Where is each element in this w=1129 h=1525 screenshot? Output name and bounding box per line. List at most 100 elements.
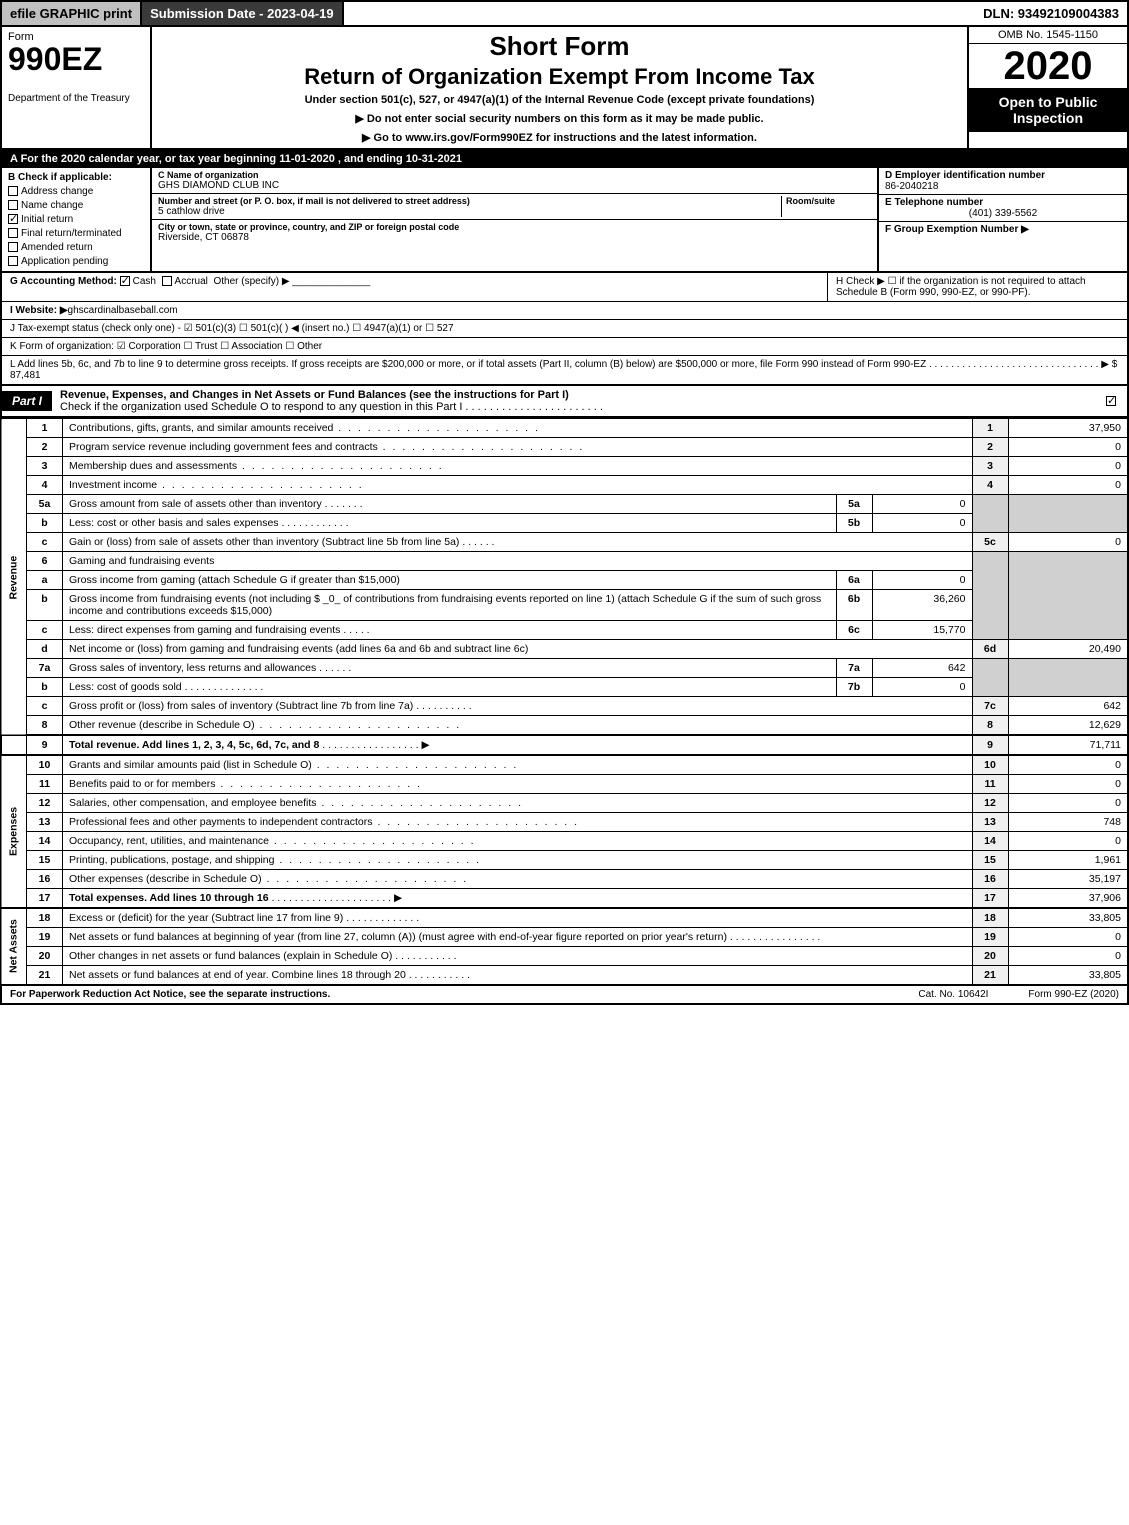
line-14-text: Occupancy, rent, utilities, and maintena… (63, 832, 973, 851)
f-group-label: F Group Exemption Number ▶ (885, 224, 1121, 235)
cb-name-change[interactable]: Name change (8, 200, 144, 211)
line-7a-sl: 7a (836, 659, 872, 678)
omb-number: OMB No. 1545-1150 (969, 27, 1127, 44)
line-5ab-shade-val (1008, 495, 1128, 533)
form-title-block: Short Form Return of Organization Exempt… (152, 27, 967, 148)
accrual-label: Accrual (175, 276, 208, 287)
cb-initial-return[interactable]: Initial return (8, 214, 144, 225)
i-label: I Website: ▶ (10, 305, 68, 316)
line-4-rn: 4 (972, 476, 1008, 495)
cb-amended-return[interactable]: Amended return (8, 242, 144, 253)
cb-application-pending[interactable]: Application pending (8, 256, 144, 267)
line-7b-sl: 7b (836, 678, 872, 697)
org-info-block: C Name of organization GHS DIAMOND CLUB … (152, 168, 877, 271)
g-label: G Accounting Method: (10, 276, 117, 287)
dept-label: Department of the Treasury (8, 93, 144, 104)
line-5b-num: b (27, 514, 63, 533)
org-address: 5 cathlow drive (158, 206, 781, 217)
line-14-rn: 14 (972, 832, 1008, 851)
cb-address-change[interactable]: Address change (8, 186, 144, 197)
efile-print-button[interactable]: efile GRAPHIC print (2, 2, 142, 25)
line-13-rn: 13 (972, 813, 1008, 832)
cb-amended-return-label: Amended return (21, 242, 93, 253)
ein-cell: D Employer identification number 86-2040… (879, 168, 1127, 195)
cb-application-pending-label: Application pending (21, 256, 108, 267)
line-6b-text: Gross income from fundraising events (no… (63, 590, 837, 621)
line-21-rn: 21 (972, 966, 1008, 986)
line-5ab-shade (972, 495, 1008, 533)
line-12-text: Salaries, other compensation, and employ… (63, 794, 973, 813)
line-11-val: 0 (1008, 775, 1128, 794)
check-b-header: B Check if applicable: (8, 172, 144, 183)
line-18-num: 18 (27, 908, 63, 928)
line-19-val: 0 (1008, 928, 1128, 947)
g-accounting-row: G Accounting Method: Cash Accrual Other … (2, 273, 827, 301)
line-20-rn: 20 (972, 947, 1008, 966)
org-name: GHS DIAMOND CLUB INC (158, 180, 871, 191)
line-5a-sl: 5a (836, 495, 872, 514)
form-id-block: Form 990EZ Department of the Treasury (2, 27, 152, 148)
i-website-row: I Website: ▶ghscardinalbaseball.com (2, 302, 1127, 320)
line-5b-sl: 5b (836, 514, 872, 533)
cb-final-return-label: Final return/terminated (21, 228, 122, 239)
tax-year: 2020 (969, 44, 1127, 88)
line-6c-sl: 6c (836, 621, 872, 640)
line-18-val: 33,805 (1008, 908, 1128, 928)
line-15-num: 15 (27, 851, 63, 870)
form-page-ref: Form 990-EZ (2020) (1028, 989, 1119, 1000)
e-phone-label: E Telephone number (885, 197, 1121, 208)
line-9-num: 9 (27, 735, 63, 755)
topbar-spacer (344, 2, 976, 25)
line-5a-num: 5a (27, 495, 63, 514)
tax-period-bar: A For the 2020 calendar year, or tax yea… (0, 150, 1129, 168)
line-5c-rn: 5c (972, 533, 1008, 552)
cb-final-return[interactable]: Final return/terminated (8, 228, 144, 239)
line-5c-text: Gain or (loss) from sale of assets other… (63, 533, 973, 552)
part1-subtitle: Check if the organization used Schedule … (60, 401, 603, 413)
cat-no: Cat. No. 10642I (878, 989, 1028, 1000)
line-11-text: Benefits paid to or for members (63, 775, 973, 794)
line-6b-sv: 36,260 (872, 590, 972, 621)
line-5a-text: Gross amount from sale of assets other t… (63, 495, 837, 514)
line-4-text: Investment income (63, 476, 973, 495)
line-21-val: 33,805 (1008, 966, 1128, 986)
line-13-val: 748 (1008, 813, 1128, 832)
netassets-section-label: Net Assets (1, 908, 27, 985)
dln-label: DLN: 93492109004383 (975, 2, 1127, 25)
line-19-rn: 19 (972, 928, 1008, 947)
part1-check[interactable] (1098, 392, 1127, 410)
line-1-text: Contributions, gifts, grants, and simila… (63, 419, 973, 438)
revenue-section-label: Revenue (1, 419, 27, 736)
line-17-text: Total expenses. Add lines 10 through 16 … (63, 889, 973, 909)
org-addr-row: Number and street (or P. O. box, if mail… (152, 194, 877, 220)
line-4-val: 0 (1008, 476, 1128, 495)
line-12-rn: 12 (972, 794, 1008, 813)
line-6-shade-val (1008, 552, 1128, 640)
line-15-rn: 15 (972, 851, 1008, 870)
line-16-rn: 16 (972, 870, 1008, 889)
cb-cash[interactable] (120, 276, 130, 286)
line-9-text: Total revenue. Add lines 1, 2, 3, 4, 5c,… (63, 735, 973, 755)
line-7c-val: 642 (1008, 697, 1128, 716)
line-6-shade (972, 552, 1008, 640)
line-1-rn: 1 (972, 419, 1008, 438)
l-gross-receipts-row: L Add lines 5b, 6c, and 7b to line 9 to … (2, 356, 1127, 384)
line-6c-text: Less: direct expenses from gaming and fu… (63, 621, 837, 640)
line-20-num: 20 (27, 947, 63, 966)
line-7b-num: b (27, 678, 63, 697)
city-label: City or town, state or province, country… (158, 222, 871, 232)
addr-label: Number and street (or P. O. box, if mail… (158, 196, 781, 206)
line-5c-val: 0 (1008, 533, 1128, 552)
line-7c-num: c (27, 697, 63, 716)
line-16-val: 35,197 (1008, 870, 1128, 889)
cb-address-change-label: Address change (21, 186, 93, 197)
line-7ab-shade (972, 659, 1008, 697)
line-6b-num: b (27, 590, 63, 621)
phone-value: (401) 339-5562 (885, 208, 1121, 219)
line-5c-num: c (27, 533, 63, 552)
line-16-num: 16 (27, 870, 63, 889)
submission-date-button[interactable]: Submission Date - 2023-04-19 (142, 2, 344, 25)
cb-accrual[interactable] (162, 276, 172, 286)
line-6-text: Gaming and fundraising events (63, 552, 973, 571)
line-8-rn: 8 (972, 716, 1008, 736)
